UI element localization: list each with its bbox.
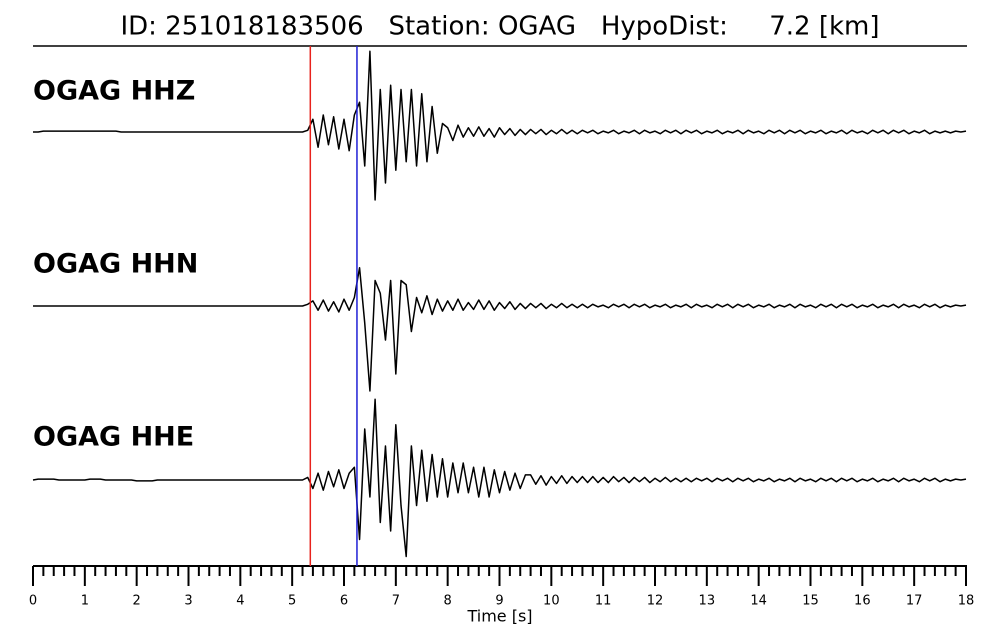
x-tick-label: 9 xyxy=(495,594,503,609)
waveform xyxy=(32,398,967,558)
trace-label: OGAG HHE xyxy=(33,422,194,453)
x-tick-label: 8 xyxy=(444,594,452,609)
x-tick-label: 15 xyxy=(802,594,819,609)
x-tick-label: 6 xyxy=(340,594,348,609)
x-tick-label: 18 xyxy=(958,594,975,609)
x-tick-label: 14 xyxy=(750,594,767,609)
x-tick-label: 1 xyxy=(81,594,89,609)
x-tick-label: 17 xyxy=(906,594,923,609)
x-tick-label: 2 xyxy=(133,594,141,609)
x-tick-label: 16 xyxy=(854,594,871,609)
x-tick-label: 3 xyxy=(184,594,192,609)
x-tick-label: 0 xyxy=(29,594,37,609)
waveform xyxy=(33,50,967,201)
x-tick-label: 13 xyxy=(699,594,716,609)
x-tick-label: 11 xyxy=(595,594,612,609)
x-tick-label: 10 xyxy=(543,594,560,609)
waveform xyxy=(33,267,967,392)
trace-label: OGAG HHZ xyxy=(33,76,195,107)
x-tick-label: 7 xyxy=(392,594,400,609)
x-axis-label: Time [s] xyxy=(466,607,532,626)
x-tick-label: 12 xyxy=(647,594,664,609)
x-tick-label: 5 xyxy=(288,594,296,609)
trace-label: OGAG HHN xyxy=(33,249,198,280)
chart-title: ID: 251018183506 Station: OGAG HypoDist:… xyxy=(120,12,879,42)
x-tick-label: 4 xyxy=(236,594,244,609)
